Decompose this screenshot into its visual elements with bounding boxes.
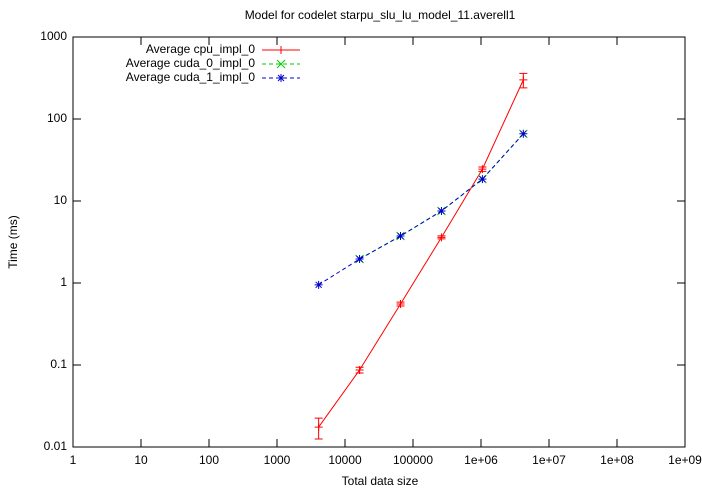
x-axis-label: Total data size [342,474,419,488]
y-tick-label: 100 [47,111,67,125]
y-tick-label: 10 [54,193,68,207]
legend-label: Average cuda_1_impl_0 [126,70,256,84]
x-tick-label: 1000 [264,453,291,467]
error-bar [396,301,405,307]
series-line [318,133,524,286]
plot-frame [72,36,686,448]
x-tick-label: 10 [134,453,148,467]
data-point [478,175,487,184]
error-bar [437,235,446,240]
data-point [355,255,364,264]
x-tick-label: 1e+08 [600,453,634,467]
x-tick-label: 1e+06 [464,453,498,467]
y-tick-label: 1 [60,275,67,289]
x-tick-label: 1e+07 [532,453,566,467]
chart-title: Model for codelet starpu_slu_lu_model_11… [245,8,516,22]
error-bar [355,366,364,374]
error-bar [478,166,487,172]
x-tick-label: 100000 [393,453,433,467]
error-bar [519,72,528,89]
legend-label: Average cpu_impl_0 [146,42,256,56]
legend-marker [277,46,285,54]
y-tick-label: 0.1 [50,357,67,371]
data-point [314,280,323,289]
data-point [396,232,405,241]
legend-marker [276,59,286,69]
x-tick-label: 1e+09 [668,453,702,467]
x-tick-label: 1 [70,453,77,467]
legend-label: Average cuda_0_impl_0 [126,56,256,70]
x-tick-label: 10000 [328,453,362,467]
y-tick-label: 1000 [40,29,67,43]
error-bar [314,417,323,440]
y-tick-label: 0.01 [44,439,68,453]
x-tick-label: 100 [199,453,219,467]
series-line [318,79,524,428]
data-point [437,207,446,216]
data-point [519,129,528,138]
y-axis-label: Time (ms) [6,215,20,269]
legend-marker [277,74,285,82]
